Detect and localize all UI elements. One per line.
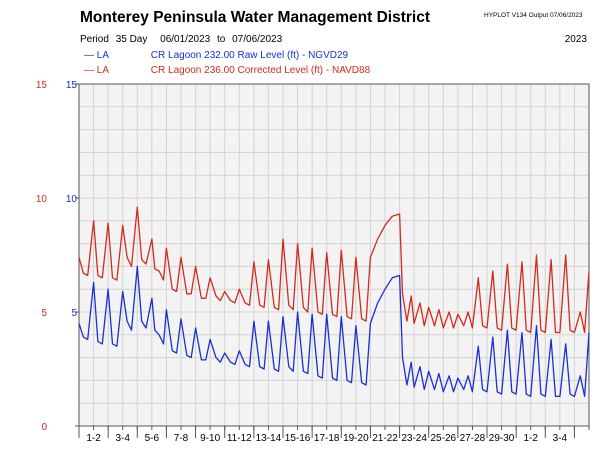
x-tick-label: 27-28 (460, 433, 486, 444)
hyplot-output-label: HYPLOT V134 Output 07/06/2023 (484, 12, 583, 19)
x-tick-label: 5-6 (145, 433, 160, 444)
period-days: 35 Day (115, 34, 148, 45)
series-line-corrected-level (78, 206, 590, 334)
legend-code: — LA (84, 65, 110, 76)
legend-entry-corrected: — LA CR Lagoon 236.00 Corrected Level (f… (84, 65, 370, 76)
x-tick-label: 17-18 (314, 433, 340, 444)
period-start-date: 06/01/2023 (160, 34, 211, 45)
x-tick-label: 25-26 (430, 433, 456, 444)
period-to: to (217, 34, 226, 45)
legend-text: CR Lagoon 236.00 Corrected Level (ft) - … (150, 65, 371, 76)
legend-text: CR Lagoon 232.00 Raw Level (ft) - NGVD29 (150, 50, 349, 61)
legend-code: — LA (84, 50, 110, 61)
x-tick-label: 9-10 (200, 433, 220, 444)
y-tick-label-right: 10 (66, 194, 78, 205)
series-line-raw-level (78, 265, 590, 398)
x-tick-label: 29-30 (489, 433, 515, 444)
chart-title: Monterey Peninsula Water Management Dist… (80, 9, 430, 26)
x-tick-label: 7-8 (174, 433, 189, 444)
x-tick-label: 1-2 (523, 433, 538, 444)
period-info: Period 35 Day 06/01/2023 to 07/06/2023 (80, 34, 286, 45)
x-tick-label: 3-4 (115, 433, 130, 444)
x-tick-label: 15-16 (285, 433, 311, 444)
period-label: Period (80, 34, 109, 45)
x-tick-label: 3-4 (553, 433, 568, 444)
plot-frame (78, 83, 590, 427)
x-tick-label: 13-14 (256, 433, 282, 444)
x-tick-label: 21-22 (372, 433, 398, 444)
y-tick-label-left: 10 (36, 194, 48, 205)
year-label: 2023 (564, 34, 587, 45)
y-tick-label-right: 5 (71, 308, 77, 319)
y-tick-label-left: 5 (41, 308, 47, 319)
plot-area (79, 84, 589, 426)
x-tick-label: 23-24 (401, 433, 427, 444)
y-tick-label-left: 15 (36, 80, 48, 91)
period-end-date: 07/06/2023 (232, 34, 283, 45)
x-tick-label: 19-20 (343, 433, 369, 444)
x-tick-label: 1-2 (86, 433, 101, 444)
legend-entry-raw: — LA CR Lagoon 232.00 Raw Level (ft) - N… (84, 50, 348, 61)
y-tick-label-right: 15 (66, 80, 78, 91)
y-tick-label-left: 0 (41, 422, 47, 433)
x-tick-label: 11-12 (227, 433, 252, 444)
